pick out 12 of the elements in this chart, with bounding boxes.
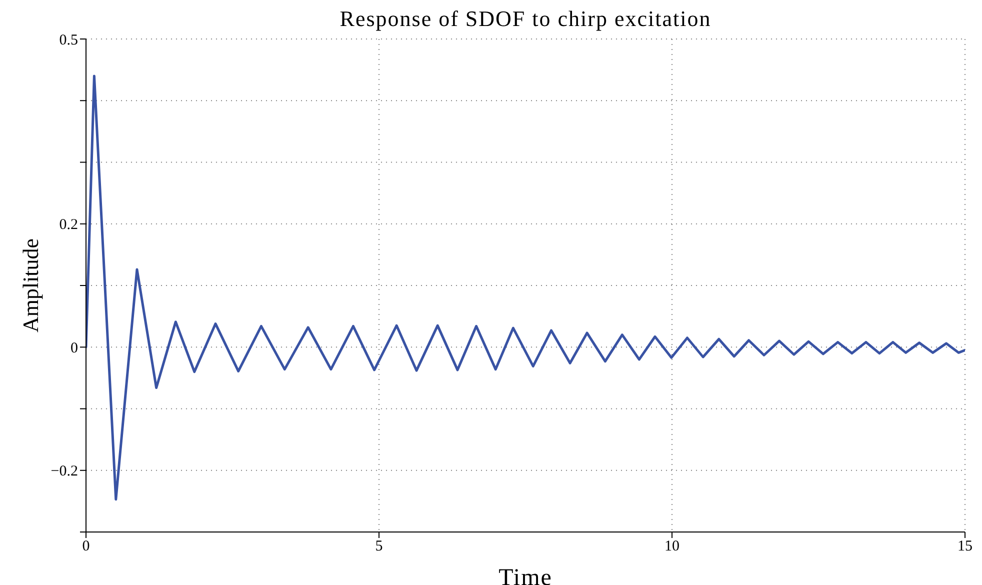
chart-title: Response of SDOF to chirp excitation	[338, 6, 712, 32]
y-tick-label: 0.5	[59, 32, 78, 48]
line-series	[86, 74, 965, 501]
x-tick-label: 10	[664, 538, 680, 555]
y-axis-title: Amplitude	[18, 238, 43, 333]
y-tick-label: 0.2	[59, 217, 78, 234]
x-tick-label: 5	[375, 538, 383, 555]
x-tick-label: 0	[82, 538, 90, 555]
x-axis-title: Time	[498, 565, 552, 585]
y-tick-label: 0	[70, 340, 78, 356]
y-tick-label: −0.2	[50, 464, 78, 480]
x-tick-label: 15	[958, 538, 972, 555]
